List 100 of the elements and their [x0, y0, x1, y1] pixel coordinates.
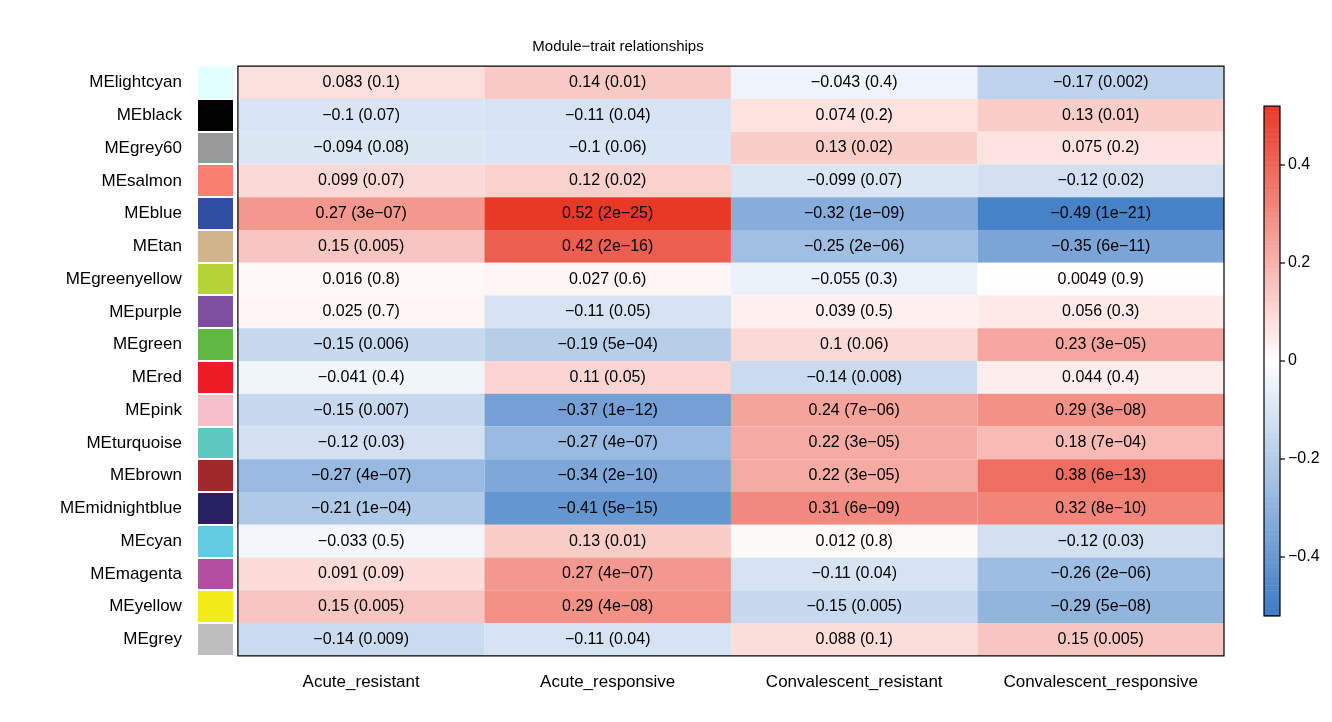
data-label: 0.027 (0.6)	[568, 269, 647, 287]
y-tick-label: MEpurple	[109, 301, 182, 321]
y-tick-label: MEgreen	[112, 334, 182, 354]
data-label: −0.033 (0.5)	[317, 531, 405, 549]
data-label: 0.0049 (0.9)	[1057, 269, 1144, 287]
y-tick-label: MEturquoise	[86, 432, 182, 452]
data-label: −0.27 (4e−07)	[557, 433, 658, 451]
color-bar-label: 0	[1288, 351, 1297, 369]
data-label: −0.41 (5e−15)	[557, 498, 658, 516]
data-label: 0.15 (0.005)	[1057, 629, 1144, 647]
y-tick-label: MEblack	[116, 105, 183, 125]
y-tick-label: MEgrey60	[104, 137, 182, 157]
data-label: −0.21 (1e−04)	[310, 498, 412, 516]
y-tick-label: MEblue	[124, 203, 182, 223]
data-label: −0.11 (0.05)	[564, 302, 651, 320]
data-label: −0.12 (0.03)	[317, 433, 405, 451]
y-tick-label: MEyellow	[109, 596, 183, 616]
data-label: 0.091 (0.09)	[318, 564, 405, 582]
y-tick-label: MEred	[131, 367, 182, 387]
y-tick-label: MEcyan	[120, 530, 182, 550]
data-label: 0.27 (3e−07)	[315, 204, 407, 222]
data-label: −0.49 (1e−21)	[1050, 204, 1151, 222]
y-tick-label: MEsalmon	[101, 170, 182, 190]
y-tick-label: MEpink	[125, 399, 183, 419]
data-label: −0.043 (0.4)	[810, 72, 898, 90]
data-label: −0.1 (0.07)	[322, 105, 401, 123]
data-label: 0.42 (2e−16)	[562, 236, 654, 254]
x-tick-label: Acute_resistant	[302, 671, 421, 691]
y-tick-label: MEgreenyellow	[65, 268, 183, 288]
color-bar-label: −0.4	[1288, 547, 1320, 565]
data-label: 0.1 (0.06)	[819, 335, 889, 353]
color-bar-label: 0.4	[1288, 155, 1311, 173]
data-label: 0.016 (0.8)	[322, 269, 400, 287]
y-tick-label: MEmidnightblue	[59, 498, 182, 518]
data-label: 0.15 (0.005)	[318, 236, 405, 254]
data-label: −0.26 (2e−06)	[1050, 564, 1151, 582]
data-label: 0.22 (3e−05)	[808, 466, 900, 484]
data-label: 0.38 (6e−13)	[1055, 466, 1147, 484]
y-tick-label: MEmagenta	[90, 563, 183, 583]
data-label: 0.13 (0.02)	[815, 138, 893, 156]
data-label: −0.14 (0.009)	[313, 629, 409, 647]
color-bar-label: 0.2	[1288, 253, 1311, 271]
data-label: −0.15 (0.006)	[313, 335, 409, 353]
data-label: −0.11 (0.04)	[811, 564, 897, 582]
data-label: 0.23 (3e−05)	[1055, 335, 1147, 353]
data-label: 0.14 (0.01)	[568, 72, 647, 90]
data-label: −0.34 (2e−10)	[557, 466, 658, 484]
data-label: −0.19 (5e−04)	[557, 335, 658, 353]
data-label: 0.24 (7e−06)	[808, 400, 900, 418]
y-tick-label: MEgrey	[123, 629, 183, 649]
data-label: −0.32 (1e−09)	[803, 204, 905, 222]
y-tick-label: MElightcyan	[89, 72, 182, 92]
data-label: −0.15 (0.007)	[313, 400, 409, 418]
data-label: 0.18 (7e−04)	[1055, 433, 1147, 451]
data-label: 0.13 (0.01)	[568, 531, 647, 549]
data-label: 0.31 (6e−09)	[808, 498, 900, 516]
data-label: 0.083 (0.1)	[322, 72, 400, 90]
y-tick-label: MEtan	[132, 236, 182, 256]
data-label: −0.37 (1e−12)	[557, 400, 658, 418]
y-tick-label: MEbrown	[110, 465, 182, 485]
data-label: 0.13 (0.01)	[1062, 105, 1140, 123]
chart-title: Module−trait relationships	[532, 37, 704, 55]
data-label: −0.11 (0.04)	[564, 105, 651, 123]
data-label: 0.039 (0.5)	[815, 302, 893, 320]
data-label: 0.088 (0.1)	[815, 629, 893, 647]
data-label: −0.099 (0.07)	[806, 171, 903, 189]
data-label: 0.099 (0.07)	[318, 171, 405, 189]
data-label: 0.29 (4e−08)	[562, 597, 654, 615]
data-label: 0.11 (0.05)	[569, 367, 646, 385]
data-label: −0.055 (0.3)	[810, 269, 898, 287]
data-label: −0.12 (0.03)	[1057, 531, 1145, 549]
data-label: 0.074 (0.2)	[815, 105, 893, 123]
x-tick-label: Acute_responsive	[540, 671, 676, 691]
data-label: 0.29 (3e−08)	[1055, 400, 1147, 418]
data-label: −0.041 (0.4)	[317, 367, 405, 385]
data-label: −0.11 (0.04)	[564, 629, 651, 647]
x-tick-label: Convalescent_responsive	[1003, 671, 1199, 691]
data-label: 0.12 (0.02)	[568, 171, 647, 189]
data-label: −0.29 (5e−08)	[1050, 597, 1151, 615]
data-label: −0.27 (4e−07)	[310, 466, 412, 484]
x-tick-label: Convalescent_resistant	[765, 671, 943, 691]
data-label: 0.32 (8e−10)	[1055, 498, 1147, 516]
data-label: 0.22 (3e−05)	[808, 433, 900, 451]
data-label: 0.075 (0.2)	[1062, 138, 1140, 156]
data-label: −0.35 (6e−11)	[1051, 236, 1151, 254]
data-label: −0.094 (0.08)	[313, 138, 409, 156]
data-label: −0.15 (0.005)	[806, 597, 903, 615]
data-label: 0.012 (0.8)	[815, 531, 893, 549]
data-label: −0.17 (0.002)	[1052, 72, 1149, 90]
data-label: 0.056 (0.3)	[1062, 302, 1140, 320]
color-bar-label: −0.2	[1288, 449, 1320, 467]
data-label: 0.52 (2e−25)	[562, 204, 654, 222]
data-label: 0.15 (0.005)	[318, 597, 405, 615]
data-label: 0.044 (0.4)	[1062, 367, 1140, 385]
data-label: 0.27 (4e−07)	[562, 564, 654, 582]
data-label: −0.25 (2e−06)	[803, 236, 905, 254]
data-label: 0.025 (0.7)	[322, 302, 400, 320]
data-label: −0.1 (0.06)	[568, 138, 647, 156]
data-label: −0.14 (0.008)	[806, 367, 903, 385]
data-label: −0.12 (0.02)	[1057, 171, 1145, 189]
